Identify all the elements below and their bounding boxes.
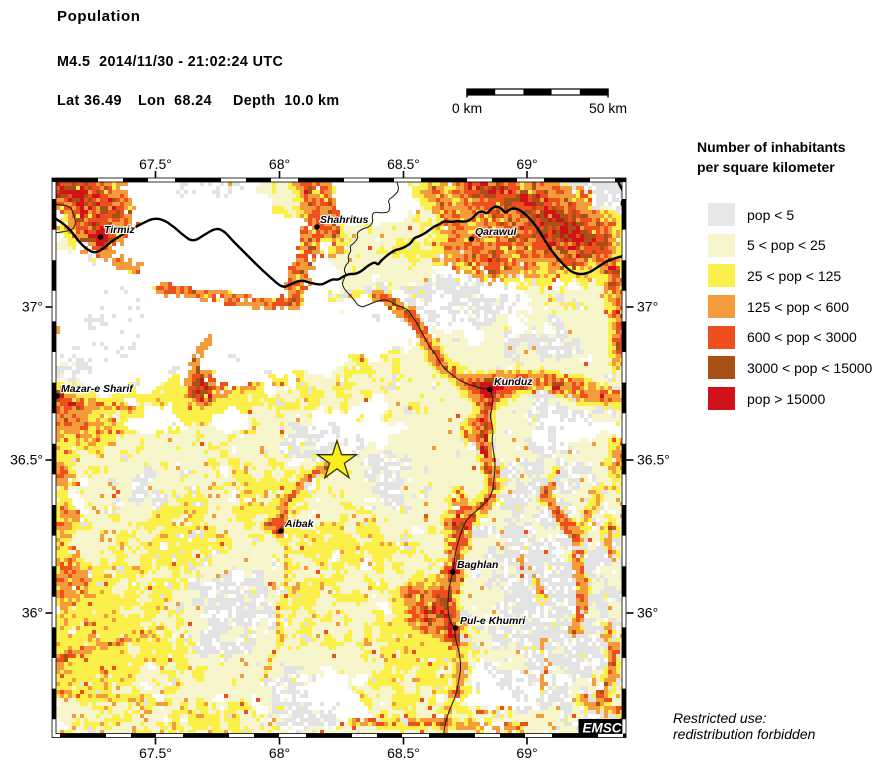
svg-text:0 km: 0 km <box>452 100 482 116</box>
svg-text:67.5°: 67.5° <box>139 745 172 761</box>
svg-text:Restricted use:: Restricted use: <box>673 710 766 726</box>
svg-text:68.5°: 68.5° <box>387 156 420 172</box>
svg-text:Pul-e Khumri: Pul-e Khumri <box>460 615 526 627</box>
svg-text:37°: 37° <box>637 299 658 315</box>
svg-text:per square kilometer: per square kilometer <box>697 159 835 175</box>
svg-text:68°: 68° <box>269 745 290 761</box>
svg-text:69°: 69° <box>516 156 537 172</box>
svg-text:EMSC: EMSC <box>582 721 621 736</box>
svg-text:Number of inhabitants: Number of inhabitants <box>697 139 846 155</box>
svg-text:36.5°: 36.5° <box>10 452 43 468</box>
svg-text:M4.5 2014/11/30 - 21:02:24 UT: M4.5 2014/11/30 - 21:02:24 UTC <box>57 54 283 70</box>
svg-text:125 < pop < 600: 125 < pop < 600 <box>747 299 849 315</box>
svg-text:69°: 69° <box>516 745 537 761</box>
svg-text:Population: Population <box>57 8 141 25</box>
svg-text:36°: 36° <box>22 605 43 621</box>
svg-text:36°: 36° <box>637 605 658 621</box>
svg-text:Baghlan: Baghlan <box>457 559 498 571</box>
svg-text:Kunduz: Kunduz <box>494 376 533 388</box>
svg-text:600 < pop < 3000: 600 < pop < 3000 <box>747 329 857 345</box>
svg-text:3000 < pop < 15000: 3000 < pop < 15000 <box>747 360 873 376</box>
svg-text:pop > 15000: pop > 15000 <box>747 391 825 407</box>
svg-text:Tirmiz: Tirmiz <box>104 224 135 236</box>
svg-text:Lat 36.49: Lat 36.49 <box>57 93 122 109</box>
svg-text:36.5°: 36.5° <box>637 452 670 468</box>
svg-text:Aibak: Aibak <box>284 518 315 530</box>
svg-text:Qarawul: Qarawul <box>475 226 518 238</box>
svg-text:68°: 68° <box>269 156 290 172</box>
svg-text:Mazar-e Sharif: Mazar-e Sharif <box>61 383 134 395</box>
svg-text:5 < pop < 25: 5 < pop < 25 <box>747 237 826 253</box>
svg-text:Depth 10.0 km: Depth 10.0 km <box>233 93 340 109</box>
svg-text:25 < pop < 125: 25 < pop < 125 <box>747 268 841 284</box>
svg-text:67.5°: 67.5° <box>139 156 172 172</box>
svg-text:pop < 5: pop < 5 <box>747 207 794 223</box>
svg-text:37°: 37° <box>22 299 43 315</box>
svg-text:68.5°: 68.5° <box>387 745 420 761</box>
svg-text:redistribution forbidden: redistribution forbidden <box>673 726 816 742</box>
svg-text:50 km: 50 km <box>589 100 627 116</box>
svg-text:Lon 68.24: Lon 68.24 <box>138 93 212 109</box>
svg-text:Shahritus: Shahritus <box>320 214 369 226</box>
